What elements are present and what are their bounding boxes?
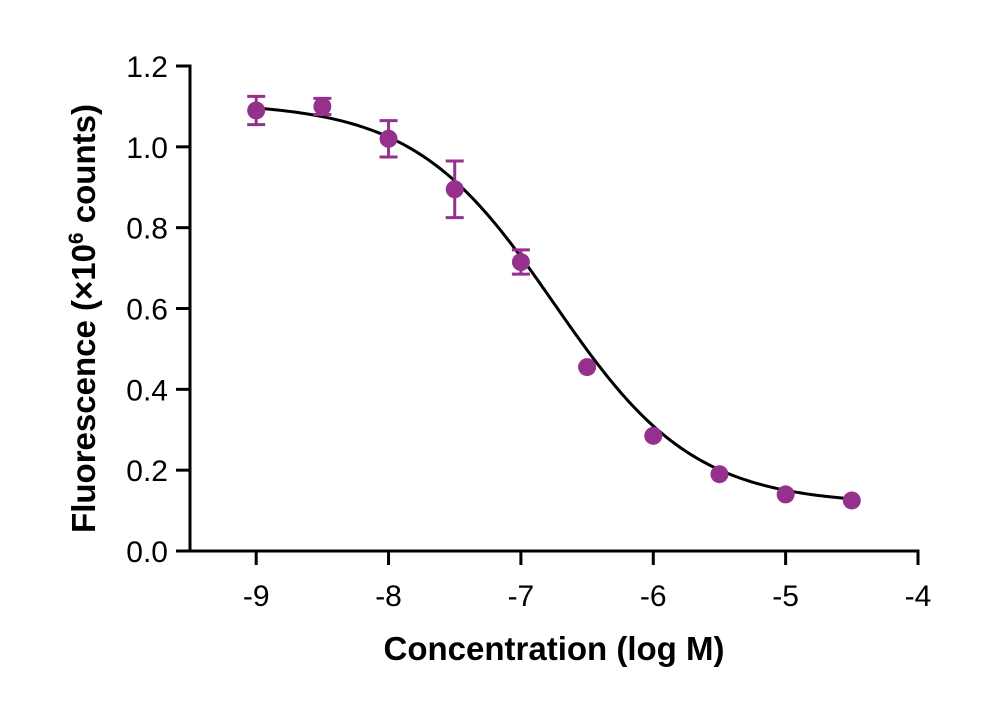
data-point <box>842 491 861 510</box>
data-point <box>379 129 398 148</box>
data-point <box>644 426 663 445</box>
x-tick-label: -8 <box>375 580 402 613</box>
x-tick-label: -6 <box>640 580 667 613</box>
x-tick-label: -9 <box>243 580 270 613</box>
x-tick-label: -5 <box>772 580 799 613</box>
data-point <box>247 101 266 120</box>
y-tick-label: 0.6 <box>126 294 168 327</box>
error-bars <box>247 94 530 276</box>
data-point <box>511 253 530 272</box>
y-tick-label: 0.8 <box>126 213 168 246</box>
y-axis-title-tail: counts) <box>65 104 102 232</box>
y-tick-label: 0.2 <box>126 455 168 488</box>
x-tick-label: -4 <box>905 580 932 613</box>
x-tick-label: -7 <box>508 580 535 613</box>
y-axis-title: Fluorescence (×106 counts) <box>65 104 102 533</box>
y-tick-label: 1.0 <box>126 132 168 165</box>
y-tick-label: 1.2 <box>126 51 168 84</box>
data-point <box>578 358 597 377</box>
data-point <box>313 97 332 116</box>
y-tick-label: 0.0 <box>126 536 168 569</box>
y-axis-ticks: 0.0 0.2 0.4 0.6 0.8 1.0 1.2 <box>126 51 190 569</box>
x-axis-title: Concentration (log M) <box>384 630 725 667</box>
data-points <box>247 97 861 510</box>
data-point <box>710 465 729 484</box>
x-axis-ticks: -9 -8 -7 -6 -5 -4 <box>243 551 932 613</box>
axes <box>188 64 920 553</box>
y-tick-label: 0.4 <box>126 374 168 407</box>
y-axis-title-superscript: 6 <box>65 232 88 244</box>
fit-curve <box>256 106 852 501</box>
data-point <box>445 180 464 199</box>
data-point <box>776 485 795 504</box>
y-axis-title-main: Fluorescence (×10 <box>65 244 102 533</box>
